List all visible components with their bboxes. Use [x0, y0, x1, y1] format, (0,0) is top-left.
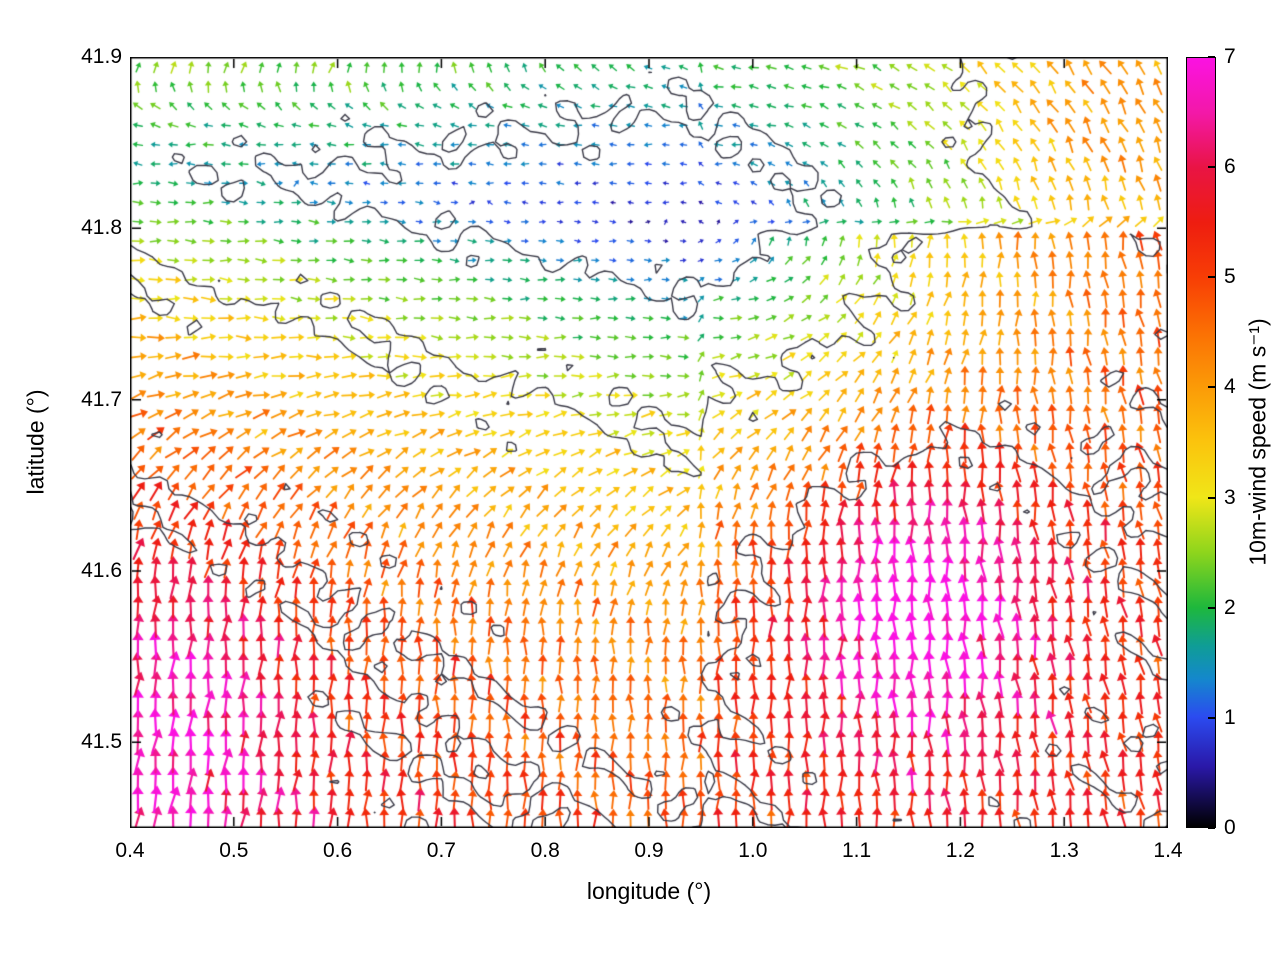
colorbar-tickmark: [1208, 606, 1215, 609]
colorbar-tickmark: [1208, 276, 1215, 279]
x-tick-label: 0.8: [530, 839, 560, 862]
y-tick-label: 41.6: [81, 559, 122, 582]
colorbar-tick-label: 2: [1224, 595, 1236, 619]
colorbar-tickmark: [1208, 386, 1215, 389]
x-tick-label: 1.3: [1049, 839, 1079, 862]
x-axis-label: longitude (°): [586, 878, 712, 904]
colorbar-tick-label: 4: [1224, 375, 1236, 399]
colorbar-tick-label: 6: [1224, 155, 1236, 179]
y-tick-label: 41.7: [81, 387, 122, 411]
colorbar-tick-label: 0: [1224, 816, 1236, 839]
colorbar-tickmark: [1208, 496, 1215, 499]
y-tick-label: 41.5: [81, 730, 122, 754]
colorbar-label: 10m-wind speed (m s⁻¹): [1244, 318, 1271, 566]
colorbar-tickmark: [1208, 56, 1215, 58]
y-tick-label: 41.8: [81, 216, 122, 240]
x-tick-label: 1.0: [738, 839, 768, 862]
colorbar-tick-label: 7: [1224, 45, 1236, 68]
x-tick-label: 0.5: [219, 839, 249, 862]
colorbar-tickmark: [1208, 166, 1215, 169]
x-tick-label: 1.4: [1153, 839, 1183, 862]
colorbar-tick-label: 3: [1224, 485, 1236, 509]
colorbar-gradient: [1187, 58, 1215, 827]
x-tick-label: 0.4: [115, 839, 145, 862]
x-tick-label: 0.7: [426, 839, 456, 862]
colorbar-tick-label: 5: [1224, 265, 1236, 289]
colorbar-tickmark: [1208, 827, 1215, 829]
x-tick-label: 1.1: [841, 839, 872, 862]
colorbar-tick-label: 1: [1224, 705, 1236, 729]
x-tick-label: 0.6: [322, 839, 353, 862]
x-tick-label: 1.2: [945, 839, 975, 862]
x-tick-label: 0.9: [634, 839, 664, 862]
y-tick-label: 41.9: [81, 45, 122, 68]
vector-field-canvas: [130, 57, 1168, 828]
colorbar-tickmark: [1208, 716, 1215, 719]
colorbar: [1186, 57, 1216, 828]
